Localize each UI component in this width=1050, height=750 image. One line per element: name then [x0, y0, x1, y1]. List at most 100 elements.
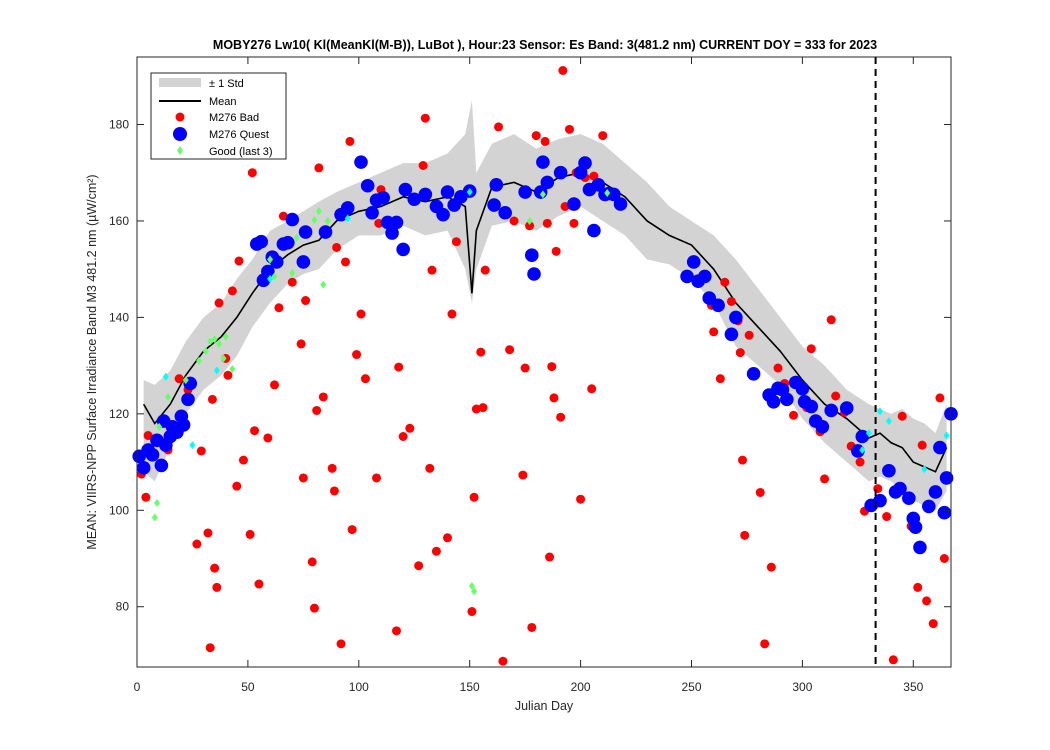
- quest-point: [587, 223, 601, 238]
- bad-point: [565, 124, 575, 134]
- cyan-point: [162, 372, 169, 381]
- quest-point: [181, 392, 195, 407]
- cyan-point: [344, 214, 351, 223]
- good-point: [604, 188, 611, 197]
- good-point: [220, 354, 227, 363]
- bad-point: [214, 298, 224, 308]
- good-point: [211, 335, 218, 344]
- bad-point: [855, 457, 865, 467]
- quest-point: [498, 205, 512, 220]
- quest-point: [933, 440, 947, 455]
- bad-point: [888, 655, 898, 665]
- bad-point: [234, 256, 244, 266]
- bad-point: [443, 533, 453, 543]
- bad-point: [347, 525, 357, 535]
- quest-point: [487, 198, 501, 212]
- quest-point: [855, 429, 870, 444]
- legend-good-marker: [177, 146, 183, 155]
- bad-point: [232, 481, 242, 491]
- legend: ± 1 Std Mean M276 Bad M276 Quest Good (l…: [150, 72, 287, 160]
- y-tick-label: 120: [109, 407, 129, 421]
- bad-point: [250, 426, 260, 436]
- quest-point: [536, 155, 550, 169]
- legend-bad-marker: [175, 112, 185, 122]
- bad-point: [296, 339, 306, 349]
- cyan-point: [865, 429, 872, 438]
- bad-point: [476, 347, 486, 357]
- bad-point: [205, 643, 215, 653]
- bad-point: [414, 561, 424, 571]
- points-layer: [132, 66, 958, 666]
- bad-point: [451, 237, 461, 247]
- bad-point: [420, 113, 430, 123]
- bad-point: [760, 639, 770, 649]
- bad-point: [431, 546, 441, 556]
- cyan-point: [859, 446, 866, 455]
- good-point: [289, 269, 296, 278]
- quest-point: [937, 505, 952, 520]
- bad-point: [394, 362, 404, 372]
- quest-point: [489, 177, 504, 192]
- quest-point: [922, 499, 936, 514]
- good-point: [222, 332, 229, 341]
- bad-point: [509, 216, 519, 226]
- good-point: [151, 513, 158, 522]
- bad-point: [360, 374, 370, 384]
- quest-point: [418, 187, 433, 202]
- good-point: [468, 581, 475, 590]
- bad-point: [547, 362, 557, 372]
- quest-point: [261, 264, 275, 279]
- good-point: [156, 422, 163, 431]
- good-point: [196, 356, 203, 365]
- quest-point: [902, 491, 916, 506]
- bad-point: [766, 562, 776, 572]
- series-good-last-3-: [151, 188, 611, 596]
- quest-point: [407, 192, 422, 207]
- x-tick-label: 0: [134, 680, 141, 694]
- quest-point: [591, 177, 606, 192]
- bad-point: [298, 473, 308, 483]
- bad-point: [939, 554, 949, 564]
- bad-point: [598, 131, 608, 141]
- bad-point: [551, 246, 561, 256]
- cyan-point: [877, 407, 884, 416]
- quest-point: [839, 401, 854, 415]
- bad-point: [569, 218, 579, 228]
- legend-quest-label: M276 Quest: [209, 129, 269, 141]
- y-tick-label: 160: [109, 214, 129, 228]
- legend-bad-label: M276 Bad: [209, 112, 259, 124]
- bad-point: [498, 656, 508, 666]
- quest-point: [285, 212, 300, 227]
- bad-point: [405, 423, 415, 433]
- bad-point: [318, 392, 328, 402]
- good-point: [202, 347, 209, 356]
- bad-point: [549, 393, 559, 403]
- quest-point: [540, 175, 555, 190]
- bad-point: [882, 512, 892, 522]
- bad-point: [494, 122, 504, 132]
- bad-point: [238, 455, 248, 465]
- bad-point: [192, 539, 202, 549]
- quest-point: [795, 381, 810, 396]
- bad-point: [527, 622, 537, 632]
- bad-point: [314, 163, 324, 173]
- chart-title: MOBY276 Lw10( Kl(MeanKl(M-B)), LuBot ), …: [213, 38, 877, 52]
- bad-point: [425, 463, 435, 473]
- bad-point: [913, 582, 923, 592]
- bad-point: [773, 363, 783, 373]
- quest-point: [746, 367, 761, 381]
- bad-point: [141, 492, 151, 502]
- bad-point: [210, 563, 220, 573]
- bad-point: [542, 218, 552, 228]
- bad-point: [478, 403, 488, 413]
- bad-point: [897, 411, 907, 421]
- quest-point: [389, 215, 404, 230]
- bad-point: [556, 412, 566, 422]
- quest-point: [296, 255, 311, 269]
- x-tick-label: 350: [903, 680, 923, 694]
- plot-frame: [136, 56, 952, 668]
- bad-point: [312, 405, 322, 415]
- bad-point: [826, 315, 836, 325]
- legend-std-label: ± 1 Std: [209, 78, 244, 90]
- quest-point: [269, 255, 284, 269]
